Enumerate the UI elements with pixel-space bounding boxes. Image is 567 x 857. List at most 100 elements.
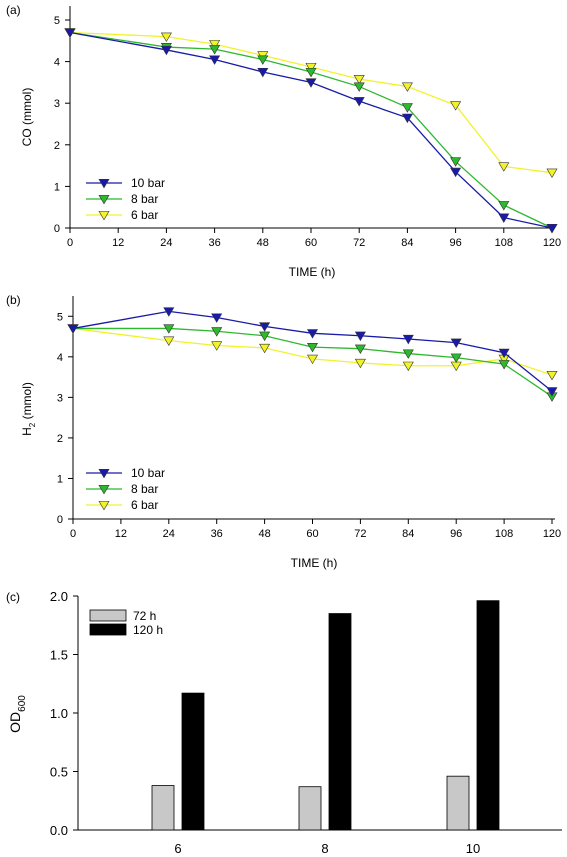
data-point xyxy=(259,322,271,332)
legend-swatch-marker xyxy=(98,194,110,205)
data-point xyxy=(401,113,413,124)
data-point xyxy=(209,45,221,55)
bar xyxy=(298,786,322,831)
y-tick-label: 4 xyxy=(54,57,60,69)
y-tick-label: 1 xyxy=(54,181,60,193)
data-point xyxy=(498,162,510,172)
legend-label: 10 bar xyxy=(131,466,165,480)
panel-b-x-axis-label: TIME (h) xyxy=(291,556,338,570)
x-tick-label: 72 xyxy=(353,237,365,249)
bar xyxy=(151,785,175,831)
data-point xyxy=(211,327,223,337)
x-tick-label: 12 xyxy=(112,237,124,249)
panel-b-y-axis-label: H2 (mmol) xyxy=(20,382,37,436)
data-point xyxy=(305,67,317,78)
bar xyxy=(328,613,352,831)
bar xyxy=(476,600,500,831)
legend-label: 8 bar xyxy=(131,482,158,496)
y-tick-label: 1.0 xyxy=(50,706,68,721)
data-point xyxy=(353,97,365,107)
series-line xyxy=(69,31,553,174)
x-tick-label: 6 xyxy=(174,841,181,856)
x-tick-label: 84 xyxy=(401,237,413,249)
data-point xyxy=(259,331,271,342)
legend-swatch-marker xyxy=(98,500,110,511)
legend-label: 72 h xyxy=(133,609,156,623)
y-tick-label: 3 xyxy=(54,98,60,110)
data-point xyxy=(354,358,366,369)
data-point xyxy=(67,324,79,334)
data-point xyxy=(209,40,221,50)
panel-a-y-axis-label: CO (mmol) xyxy=(20,88,34,147)
panel-a-label: (a) xyxy=(6,3,21,17)
data-point xyxy=(401,103,413,113)
x-tick-label: 24 xyxy=(163,528,175,540)
data-point xyxy=(305,78,317,88)
x-tick-label: 120 xyxy=(543,528,561,540)
data-point xyxy=(305,62,317,73)
series-line xyxy=(73,327,553,398)
data-point xyxy=(498,213,510,223)
data-point xyxy=(498,348,510,359)
data-point xyxy=(257,55,269,65)
data-point xyxy=(401,82,413,92)
y-tick-label: 0 xyxy=(54,223,60,235)
data-point xyxy=(211,341,223,351)
x-tick-label: 120 xyxy=(543,237,561,249)
legend-swatch xyxy=(89,609,127,622)
data-point xyxy=(211,313,223,323)
data-point xyxy=(353,82,365,92)
panel-c-label: (c) xyxy=(6,590,20,604)
legend-swatch-marker xyxy=(98,178,110,189)
x-tick-label: 24 xyxy=(160,237,172,249)
data-point xyxy=(450,101,462,111)
y-tick-label: 2.0 xyxy=(50,589,68,604)
data-point xyxy=(402,361,414,372)
data-point xyxy=(160,32,172,42)
data-point xyxy=(353,75,365,85)
data-point xyxy=(257,67,269,78)
data-point xyxy=(450,167,462,178)
data-point xyxy=(354,344,366,355)
data-point xyxy=(306,329,319,339)
y-tick-label: 1 xyxy=(57,473,63,485)
x-tick-label: 48 xyxy=(258,528,270,540)
y-tick-label: 2 xyxy=(54,140,60,152)
data-point xyxy=(450,353,462,363)
y-tick-label: 5 xyxy=(57,311,63,323)
data-point xyxy=(163,336,175,346)
legend-swatch xyxy=(89,623,127,636)
x-tick-label: 108 xyxy=(495,237,513,249)
x-tick-label: 36 xyxy=(208,237,220,249)
data-point xyxy=(209,55,221,65)
data-point xyxy=(259,343,271,354)
legend-label: 120 h xyxy=(133,623,163,637)
data-point xyxy=(546,223,558,234)
x-tick-label: 60 xyxy=(305,237,317,249)
data-point xyxy=(450,338,462,348)
y-tick-label: 1.5 xyxy=(50,648,68,663)
x-tick-label: 48 xyxy=(257,237,269,249)
data-point xyxy=(546,387,558,397)
series-line xyxy=(72,327,553,376)
x-tick-label: 108 xyxy=(495,528,513,540)
legend-label: 6 bar xyxy=(131,498,158,512)
series-line xyxy=(69,31,553,229)
data-point xyxy=(450,157,462,167)
data-point xyxy=(402,334,414,345)
data-point xyxy=(163,307,175,317)
x-tick-label: 96 xyxy=(450,528,462,540)
panel-a: (a) CO (mmol) TIME (h) 0 12 24 36 48 60 72 84 96… xyxy=(6,3,561,279)
data-point xyxy=(498,360,510,370)
legend-label: 8 bar xyxy=(131,192,158,206)
data-point xyxy=(160,45,172,56)
x-tick-label: 0 xyxy=(70,528,76,540)
data-point xyxy=(402,349,414,359)
x-tick-label: 72 xyxy=(354,528,366,540)
y-tick-label: 4 xyxy=(57,352,63,364)
y-tick-label: 5 xyxy=(54,15,60,27)
panel-a-x-axis-label: TIME (h) xyxy=(289,265,336,279)
legend-swatch-marker xyxy=(98,468,110,479)
